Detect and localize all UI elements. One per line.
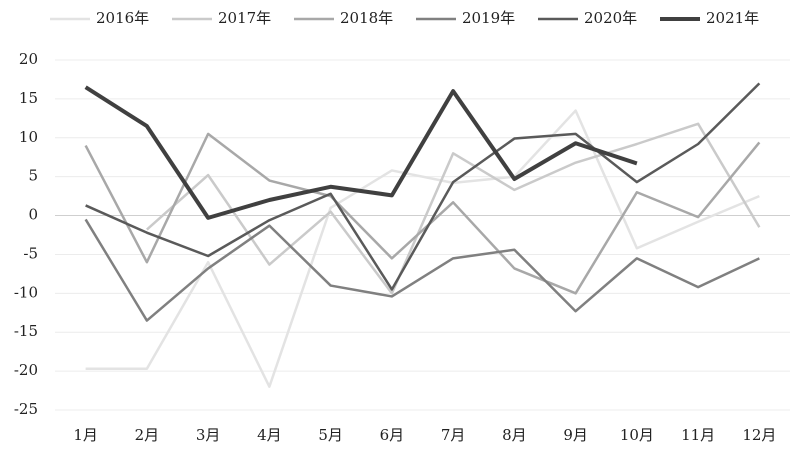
- x-tick-label: 1月: [73, 426, 98, 444]
- x-tick-label: 5月: [318, 426, 343, 444]
- series-line: [84, 132, 761, 295]
- legend-label: 2018年: [340, 9, 393, 27]
- x-tick-label: 6月: [380, 426, 405, 444]
- x-tick-label: 11月: [681, 426, 715, 444]
- legend-label: 2017年: [218, 9, 271, 27]
- x-tick-label: 10月: [620, 426, 654, 444]
- y-tick-label: 15: [19, 89, 38, 107]
- x-tick-label: 2月: [135, 426, 160, 444]
- y-tick-label: -5: [23, 244, 38, 262]
- series-line: [85, 82, 761, 291]
- x-tick-label: 4月: [257, 426, 282, 444]
- series-line: [146, 122, 761, 295]
- y-tick-label: 0: [28, 206, 38, 224]
- series-line: [84, 85, 638, 220]
- legend-label: 2020年: [584, 9, 637, 27]
- y-tick-label: -25: [14, 400, 38, 418]
- y-tick-label: -10: [14, 283, 38, 301]
- series-line: [84, 218, 760, 322]
- y-tick-label: -15: [14, 322, 38, 340]
- x-tick-label: 12月: [742, 426, 776, 444]
- y-tick-label: 5: [28, 167, 38, 185]
- legend-label: 2019年: [462, 9, 515, 27]
- legend-label: 2016年: [96, 9, 149, 27]
- x-tick-label: 8月: [502, 426, 527, 444]
- y-tick-label: 10: [19, 128, 38, 146]
- x-tick-label: 9月: [563, 426, 588, 444]
- y-tick-label: 20: [19, 50, 38, 68]
- series-line: [85, 109, 760, 388]
- x-tick-label: 7月: [441, 426, 466, 444]
- legend-label: 2021年: [706, 9, 759, 27]
- y-tick-label: -20: [14, 361, 38, 379]
- x-tick-label: 3月: [196, 426, 221, 444]
